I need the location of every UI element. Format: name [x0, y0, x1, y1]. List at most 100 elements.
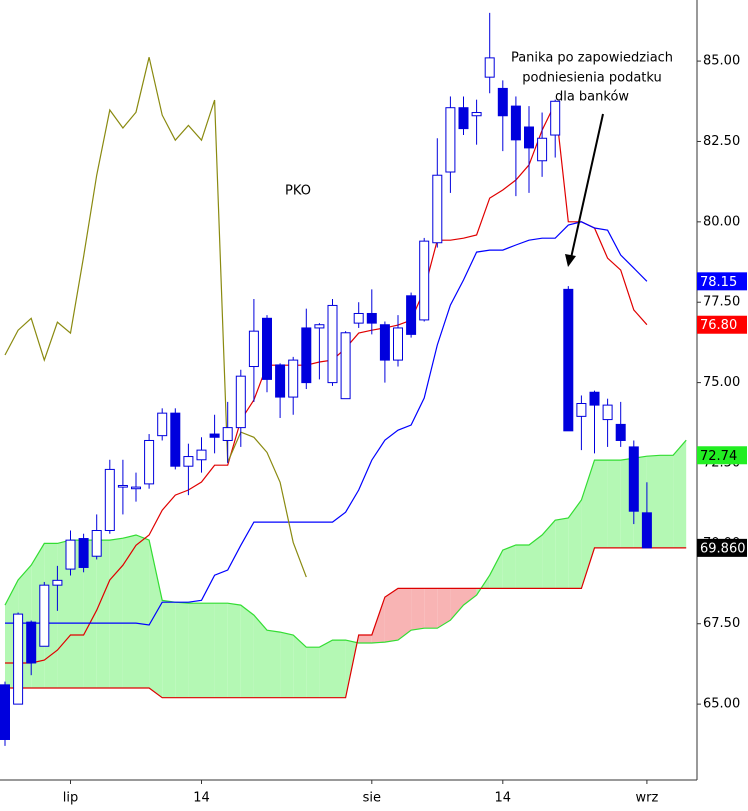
indicator-line	[5, 101, 648, 664]
candle-body	[340, 332, 351, 400]
candle-body	[117, 484, 128, 488]
cloud-segment	[371, 597, 385, 644]
lines	[4, 57, 648, 664]
candle-body	[262, 317, 272, 380]
cloud-segment	[280, 632, 294, 698]
cloud-segment	[96, 540, 110, 689]
candle-body	[353, 312, 364, 324]
cloud-segment	[188, 603, 202, 698]
price-label-box	[697, 538, 747, 557]
price-label-box	[697, 446, 747, 465]
y-tick-label: 80.00	[703, 214, 740, 229]
candle-body	[288, 359, 299, 398]
price-label-box	[697, 272, 747, 291]
cloud-segment	[489, 550, 503, 589]
candle-body	[209, 433, 220, 438]
annotation-arrow	[570, 113, 604, 259]
x-tick-label: wrz	[635, 791, 658, 806]
cloud-segment	[214, 603, 228, 698]
candles	[0, 12, 652, 746]
candle-body	[393, 327, 403, 361]
cloud-segment	[568, 499, 582, 589]
indicator-line	[4, 57, 307, 578]
cloud-segment	[673, 440, 687, 548]
indicator-line	[5, 221, 648, 626]
cloud-segment	[515, 544, 529, 589]
cloud-segment	[306, 647, 320, 698]
candle-body	[537, 137, 548, 162]
cloud-segment	[253, 615, 267, 698]
candle-body	[445, 107, 456, 173]
cloud-segment	[319, 640, 333, 698]
y-tick-label: 75.00	[703, 375, 740, 390]
cloud-segment	[437, 588, 451, 629]
candle-body	[170, 412, 181, 467]
cloud-segment	[450, 588, 464, 621]
candle-body	[52, 579, 63, 586]
cloud-segment	[83, 540, 97, 689]
candle-body	[327, 304, 338, 384]
candle-body	[301, 327, 312, 384]
candle-body	[196, 449, 207, 461]
cloud-segment	[136, 535, 150, 689]
candle-body	[550, 100, 561, 136]
candle-body	[78, 538, 89, 568]
candle-body	[104, 468, 115, 532]
y-tick-label: 85.00	[703, 54, 740, 69]
candle-body	[602, 404, 613, 421]
chart-title: PKO	[285, 184, 311, 199]
cloud-segment	[594, 460, 608, 548]
cloud-segment	[542, 520, 556, 589]
price-label: 72.74	[700, 449, 737, 464]
cloud-segment	[660, 455, 674, 548]
candle-body	[458, 107, 469, 130]
cloud-segment	[201, 603, 215, 698]
candle-body	[419, 240, 430, 321]
price-label: 76.80	[700, 318, 737, 333]
cloud-segment	[57, 540, 71, 689]
cloud-segment	[463, 588, 477, 606]
annotation: podniesienia podatku	[522, 71, 662, 86]
cloud-segment	[267, 630, 281, 698]
candle-body	[484, 57, 495, 78]
candle-body	[524, 126, 534, 149]
x-tick-label: 14	[495, 791, 512, 806]
candle-body	[628, 446, 639, 512]
cloud-segment	[398, 588, 412, 641]
candle-body	[432, 174, 443, 244]
candle-body	[379, 324, 390, 361]
candle-body	[275, 364, 286, 398]
cloud-segment	[411, 588, 425, 631]
candle-body	[157, 412, 168, 437]
price-label: 69.860	[700, 541, 746, 556]
price-labels: 78.15 76.80 72.74 69.860	[697, 272, 747, 557]
candle-body	[641, 512, 652, 549]
senkou-a-line	[4, 439, 687, 648]
annotation: dla banków	[555, 90, 629, 105]
arrow-head	[565, 254, 576, 267]
cloud-segment	[227, 603, 241, 698]
cloud-segment	[175, 602, 189, 698]
cloud-segment	[424, 588, 438, 629]
senkou-b-line	[5, 547, 687, 699]
candle-body	[471, 112, 482, 117]
cloud-segment	[293, 634, 307, 698]
x-tick-label: lip	[63, 791, 78, 806]
y-tick-label: 77.50	[703, 295, 740, 310]
annotation: Panika po zapowiedziach	[511, 51, 673, 66]
candle-body	[131, 486, 141, 490]
candle-body	[406, 295, 417, 335]
cloud-segment	[555, 517, 569, 589]
cloud-segment	[162, 600, 176, 698]
candle-body	[235, 375, 246, 429]
cloud-segment	[529, 535, 543, 589]
cloud-segment	[70, 540, 84, 689]
candle-body	[510, 105, 521, 141]
candle-body	[615, 423, 626, 441]
cloud-segment	[502, 544, 516, 589]
x-tick-label: sie	[363, 791, 381, 806]
candle-body	[183, 456, 194, 467]
candle-body	[26, 621, 37, 664]
